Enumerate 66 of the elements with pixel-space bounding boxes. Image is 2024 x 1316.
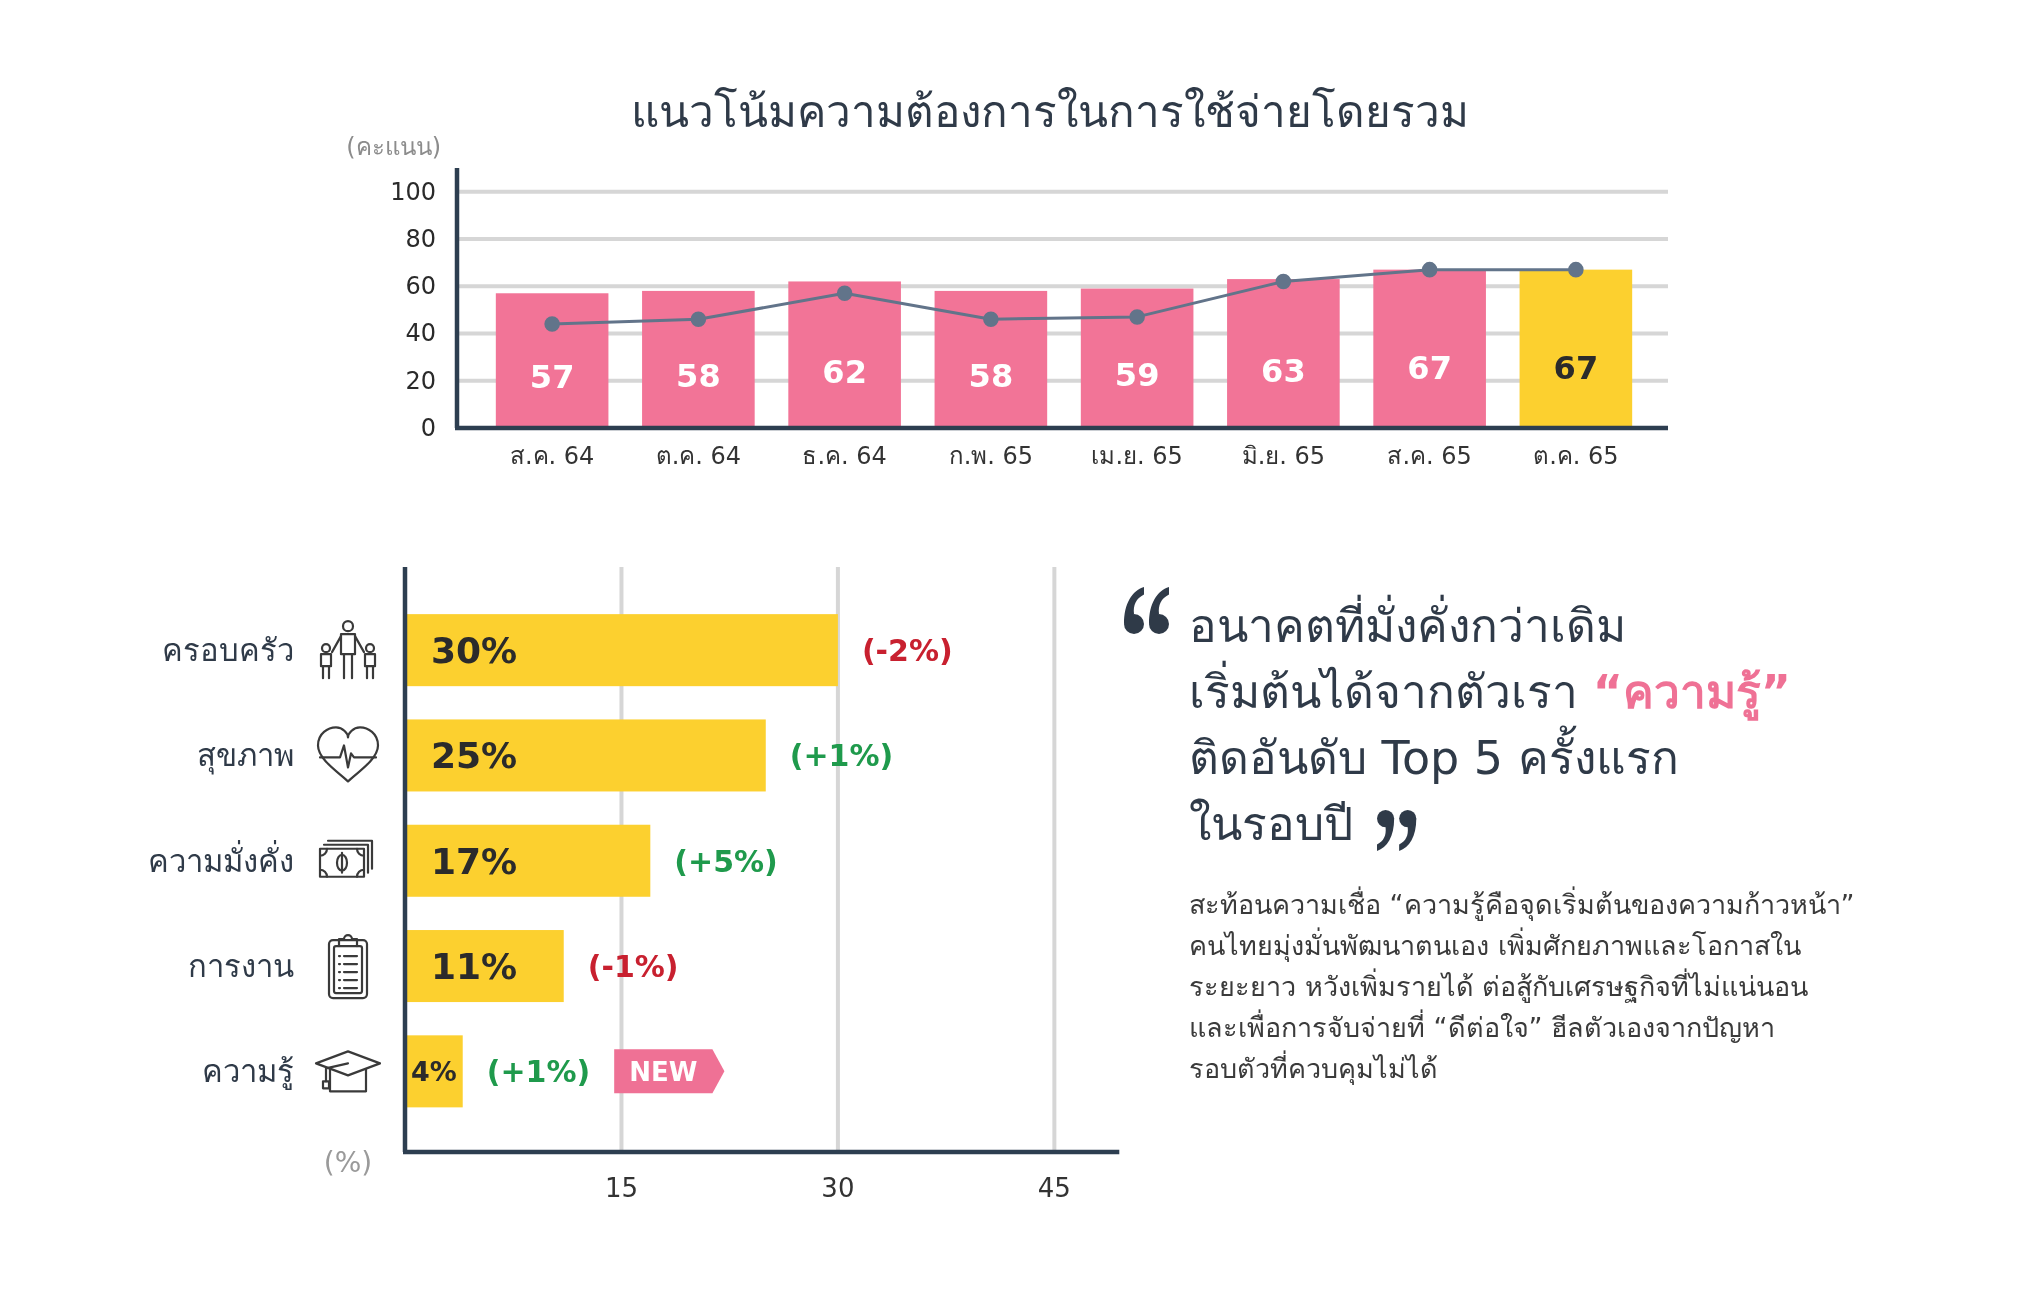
- data-label: 63: [1261, 352, 1306, 391]
- data-label: 59: [1114, 356, 1160, 395]
- point: [1568, 261, 1584, 278]
- point: [1421, 261, 1438, 278]
- x-tick-label: ธ.ค. 64: [802, 442, 887, 470]
- y-tick-label: ความมั่งคั่ง: [148, 839, 294, 879]
- point: [544, 316, 560, 332]
- data-label: 30%: [431, 629, 518, 671]
- x-tick-label: ก.พ. 65: [948, 442, 1034, 470]
- x-tick-label: ต.ค. 65: [1533, 442, 1619, 470]
- y-axis-title: (คะแนน): [346, 133, 441, 161]
- bar: [405, 614, 838, 687]
- x-axis-title: (%): [323, 1145, 373, 1179]
- x-tick-label: ส.ค. 64: [509, 442, 595, 470]
- y-tick-label: 60: [405, 272, 436, 301]
- bar: [405, 719, 766, 792]
- bar: [405, 824, 651, 897]
- y-tick-label: 100: [390, 177, 436, 206]
- data-label: 67: [1553, 348, 1599, 387]
- y-tick-label: 80: [405, 224, 436, 253]
- annotation: (-1%): [587, 948, 679, 984]
- text: สะท้อนความเชื่อ “ความรู้คือจุดเริ่มต้นของความก้าวหน้า” คนไทยมุ่งมั่นพัฒนาตนเอง เพิ่มศักยภาพและโอกาสใน ระยะยาว หวังเพิ่มรายได้ ต่อสู้กับเศรษฐกิจที่ไม่แน่นอน และเพื่อการจับจ่ายที่ “ดีต่อใจ” ฮีลตัวเองจากปัญหา รอบตัวที่ควบคุมไม่ได้: [1189, 886, 1855, 1086]
- bar: [642, 290, 755, 428]
- y-tick-label: การงาน: [188, 948, 294, 985]
- bar: [405, 930, 564, 1003]
- y-tick-label: 40: [405, 319, 436, 348]
- bar: [1373, 269, 1486, 428]
- y-tick-label: ครอบครัว: [162, 632, 294, 669]
- annotation: (-2%): [861, 632, 953, 668]
- data-label: 58: [968, 356, 1014, 395]
- y-tick-label: 20: [405, 366, 436, 395]
- data-label: 58: [676, 356, 721, 395]
- annotation: NEW: [629, 1057, 698, 1088]
- data-label: 57: [529, 357, 575, 396]
- x-tick-label: 30: [821, 1173, 855, 1203]
- data-label: 17%: [431, 840, 518, 882]
- point: [836, 285, 853, 302]
- chart-title: แนวโน้มความต้องการในการใช้จ่ายโดยรวม: [631, 86, 1469, 137]
- annotation: (+1%): [486, 1053, 591, 1089]
- annotation: (+1%): [789, 737, 894, 773]
- bar: [495, 293, 609, 428]
- bar: [1080, 288, 1194, 428]
- bar: [1519, 269, 1633, 428]
- data-label: 62: [822, 353, 867, 392]
- data-label: 67: [1407, 348, 1452, 387]
- point: [1129, 309, 1145, 325]
- data-label: 4%: [411, 1055, 457, 1087]
- bar: [934, 290, 1048, 428]
- x-tick-label: เม.ย. 65: [1091, 442, 1183, 470]
- y-tick-label: ความรู้: [202, 1053, 294, 1091]
- bar: [1227, 279, 1340, 428]
- y-tick-label: สุขภาพ: [197, 737, 294, 776]
- data-label: 11%: [431, 945, 518, 987]
- point: [690, 311, 707, 328]
- point: [1275, 273, 1292, 290]
- bar: [788, 281, 901, 428]
- y-tick-label: 0: [420, 414, 436, 442]
- x-tick-label: ต.ค. 64: [655, 442, 742, 470]
- annotation: (+5%): [674, 843, 778, 879]
- x-tick-label: ส.ค. 65: [1387, 442, 1472, 470]
- text: อนาคตที่มั่งคั่งกว่าเดิม เริ่มต้นได้จากตัวเรา “ความรู้” ติดอันดับ Top 5 ครั้งแรก ในรอบปี: [1189, 594, 1792, 851]
- x-tick-label: มิ.ย. 65: [1241, 442, 1326, 470]
- point: [983, 311, 999, 328]
- data-label: 25%: [431, 734, 518, 776]
- x-tick-label: 45: [1037, 1173, 1071, 1203]
- x-tick-label: 15: [604, 1173, 638, 1203]
